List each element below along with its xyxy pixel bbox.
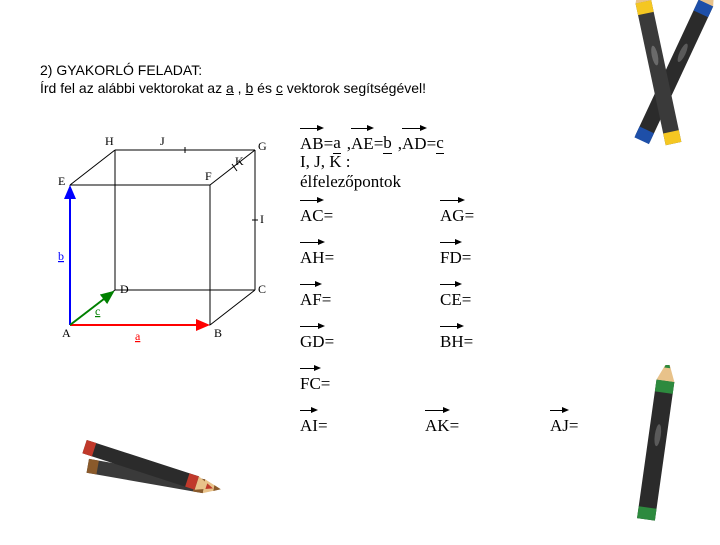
label-J: J [160, 134, 165, 148]
label-B: B [214, 326, 222, 340]
label-G: G [258, 139, 267, 153]
prob-AJ: AJ = [550, 410, 579, 436]
prob-AK: AK = [425, 410, 459, 436]
given-vectors-row: AB = a , AE = b , AD = c [300, 128, 444, 154]
prob-GD: GD = [300, 326, 334, 352]
val-a: a [333, 133, 341, 154]
prob-AH: AH = [300, 242, 334, 268]
label-K: K [235, 154, 244, 168]
prob-AG: AG = [440, 200, 474, 226]
vec-AE: AE [351, 134, 374, 153]
instruction-text: Írd fel az alábbi vektorokat az [40, 80, 226, 96]
val-b: b [383, 133, 392, 154]
prob-CE: CE = [440, 284, 471, 310]
exercise-title: 2) GYAKORLÓ FELADAT: [40, 62, 202, 78]
vec-label-b: b [58, 249, 64, 263]
crayon-decoration-bottom-right [615, 365, 695, 545]
prob-BH: BH = [440, 326, 473, 352]
crayon-decoration-bottom-left [40, 425, 240, 515]
vec-AD: AD [402, 134, 427, 153]
label-H: H [105, 134, 114, 148]
label-F: F [205, 169, 212, 183]
vec-a: a [226, 80, 234, 96]
exercise-instruction: Írd fel az alábbi vektorokat az a , b és… [40, 80, 426, 96]
vec-AB: AB [300, 134, 324, 153]
prob-AI: AI = [300, 410, 328, 436]
val-c: c [436, 133, 444, 154]
label-C: C [258, 282, 266, 296]
prob-FD: FD = [440, 242, 471, 268]
midpoints-note: I, J, K : élfelezőpontok [300, 152, 401, 192]
label-A: A [62, 326, 71, 340]
vec-label-c: c [95, 304, 100, 318]
crayon-decoration-top-right [610, 0, 720, 180]
vec-c: c [276, 80, 283, 96]
prob-AF: AF = [300, 284, 331, 310]
label-I: I [260, 212, 264, 226]
label-D: D [120, 282, 129, 296]
prob-FC: FC = [300, 368, 330, 394]
label-E: E [58, 174, 65, 188]
cube-diagram: A B C D E F G H J K I a b c [40, 125, 270, 355]
prob-AC: AC = [300, 200, 333, 226]
vec-label-a: a [135, 329, 141, 343]
